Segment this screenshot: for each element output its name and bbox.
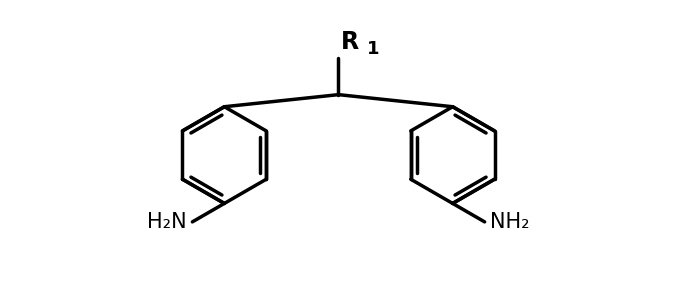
Text: H₂N: H₂N [148,212,187,232]
Text: NH₂: NH₂ [490,212,529,232]
Text: 1: 1 [367,40,379,58]
Text: R: R [341,30,359,54]
